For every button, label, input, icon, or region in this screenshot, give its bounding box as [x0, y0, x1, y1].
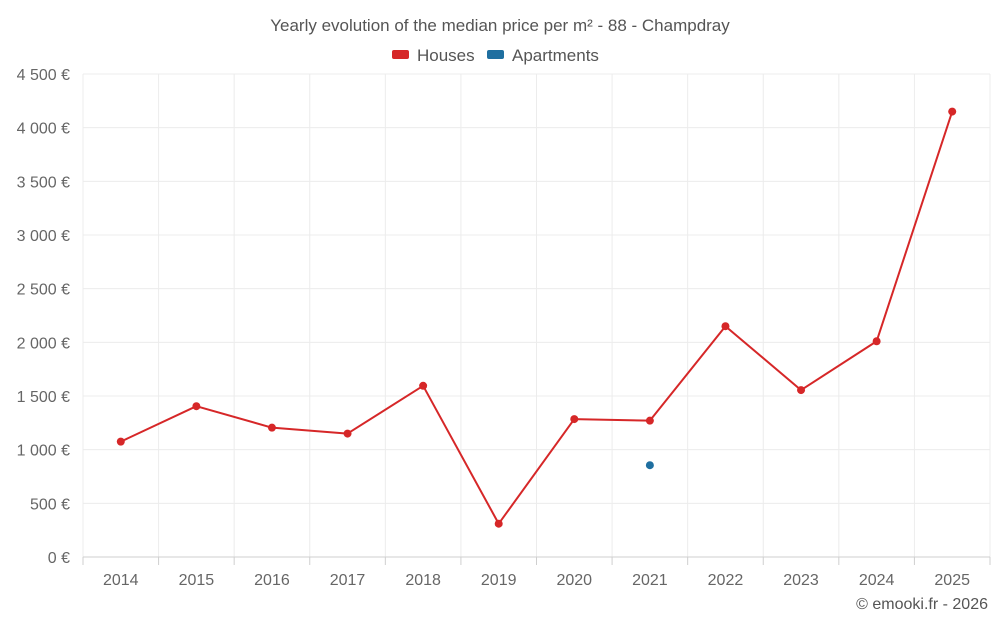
x-tick-label: 2015	[179, 572, 215, 589]
credit-text: © emooki.fr - 2026	[856, 596, 988, 613]
legend-swatch-houses	[392, 50, 409, 59]
data-point-houses[interactable]	[419, 381, 428, 390]
data-point-houses[interactable]	[267, 423, 276, 432]
data-point-houses[interactable]	[570, 415, 579, 424]
x-tick-label: 2022	[708, 572, 744, 589]
data-point-houses[interactable]	[948, 107, 957, 116]
series-houses	[116, 107, 957, 528]
y-tick-label: 2 000 €	[17, 335, 70, 352]
data-point-houses[interactable]	[494, 519, 503, 528]
legend-item-houses[interactable]: Houses	[392, 46, 475, 65]
y-tick-label: 1 500 €	[17, 389, 70, 406]
legend-label-houses: Houses	[417, 46, 475, 65]
data-point-houses[interactable]	[343, 429, 352, 438]
legend: Houses Apartments	[392, 46, 599, 65]
y-tick-label: 3 500 €	[17, 174, 70, 191]
x-tick-label: 2023	[783, 572, 819, 589]
x-tick-label: 2024	[859, 572, 895, 589]
y-tick-label: 4 000 €	[17, 121, 70, 138]
y-tick-label: 500 €	[30, 496, 70, 513]
series-line-houses	[120, 111, 954, 525]
y-tick-label: 1 000 €	[17, 443, 70, 460]
y-tick-label: 4 500 €	[17, 67, 70, 84]
data-point-houses[interactable]	[645, 416, 654, 425]
y-tick-label: 3 000 €	[17, 228, 70, 245]
x-tick-label: 2021	[632, 572, 668, 589]
legend-swatch-apartments	[487, 50, 504, 59]
x-tick-label: 2016	[254, 572, 290, 589]
series-apartments	[645, 461, 654, 470]
x-tick-label: 2017	[330, 572, 366, 589]
legend-label-apartments: Apartments	[512, 46, 599, 65]
data-point-houses[interactable]	[721, 322, 730, 331]
x-tick-label: 2018	[405, 572, 441, 589]
data-point-houses[interactable]	[116, 437, 125, 446]
x-axis: 2014 2015 2016 2017 2018 2019 2020 2021 2022 2023…	[82, 556, 991, 589]
x-tick-label: 2025	[934, 572, 970, 589]
chart-title: Yearly evolution of the median price per…	[270, 16, 730, 35]
data-point-houses[interactable]	[192, 402, 201, 411]
y-tick-label: 0 €	[48, 550, 70, 567]
data-point-houses[interactable]	[872, 337, 881, 346]
x-tick-label: 2014	[103, 572, 139, 589]
y-axis: 0 € 500 € 1 000 € 1 500 € 2 000 € 2 500 € 3 00…	[17, 67, 70, 567]
data-point-houses[interactable]	[797, 386, 806, 395]
x-tick-label: 2020	[556, 572, 592, 589]
data-point-apartments[interactable]	[645, 461, 654, 470]
x-tick-label: 2019	[481, 572, 517, 589]
legend-item-apartments[interactable]: Apartments	[487, 46, 599, 65]
grid	[82, 73, 991, 557]
series-layer	[116, 107, 957, 528]
y-tick-label: 2 500 €	[17, 282, 70, 299]
